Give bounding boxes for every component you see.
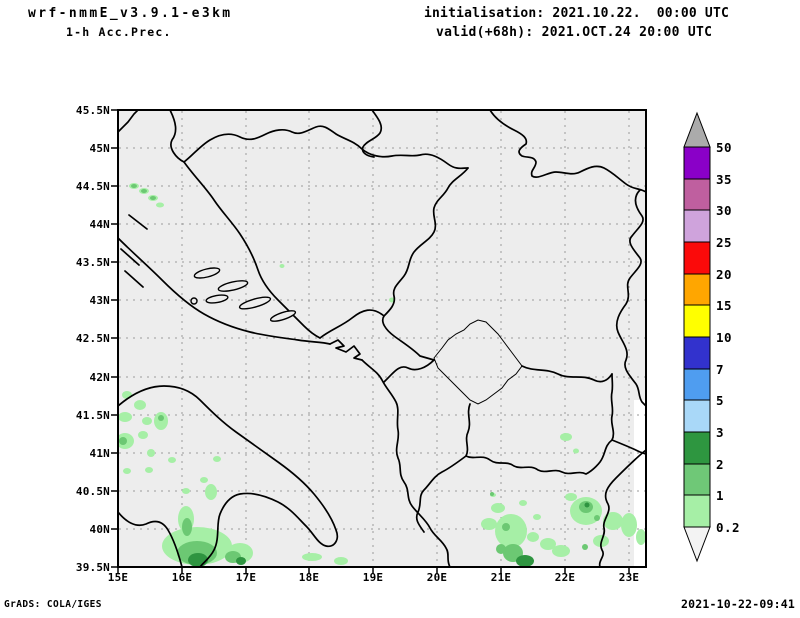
colorbar-segment (683, 399, 711, 433)
colorbar-label: 0.2 (716, 520, 741, 535)
lat-tick-label: 41.5N (75, 409, 110, 422)
border-sava (169, 111, 469, 170)
border-serbia-east (615, 189, 645, 407)
colorbar-segment (683, 431, 711, 465)
colorbar-label: 5 (716, 393, 725, 408)
lat-tick-label: 45N (89, 142, 110, 155)
border-bulgaria-greece (611, 439, 645, 455)
colorbar-label: 25 (716, 235, 733, 250)
model-title: wrf-nmmE_v3.9.1-e3km (28, 6, 233, 21)
coast-rijeka (119, 111, 139, 133)
border-montenegro-albania (383, 359, 435, 383)
lat-tick-label: 41N (89, 447, 110, 460)
colorbar-segment (683, 463, 711, 496)
coast-albania (361, 359, 451, 566)
lat-tick-label: 39.5N (75, 561, 110, 574)
coast-greece-ne (598, 449, 645, 566)
lat-tick-label: 43.5N (75, 256, 110, 269)
lon-tick-label: 21E (490, 571, 512, 584)
lat-tick-label: 42.5N (75, 332, 110, 345)
colorbar-segment (683, 209, 711, 243)
lat-tick-label: 44.5N (75, 180, 110, 193)
initialisation-label: initialisation: 2021.10.22. 00:00 UTC (424, 6, 730, 21)
colorbar-segment (683, 494, 711, 528)
nodata-strip (634, 400, 645, 566)
colorbar-label: 50 (716, 140, 733, 155)
colorbar-label: 2 (716, 457, 725, 472)
border-montenegro-north (319, 309, 385, 339)
colorbar-segment (683, 178, 711, 211)
lon-tick-label: 15E (107, 571, 129, 584)
border-drina (381, 167, 469, 361)
lon-tick-label: 20E (426, 571, 448, 584)
colorbar-label: 10 (716, 330, 733, 345)
colorbar-label: 35 (716, 172, 733, 187)
colorbar-segment (683, 336, 711, 370)
graticule-grid (119, 111, 645, 566)
border-danube-croatia-serbia (361, 111, 383, 158)
lon-tick-label: 16E (171, 571, 193, 584)
lat-tick-label: 45.5N (75, 104, 110, 117)
lat-tick-label: 40.5N (75, 485, 110, 498)
colorbar-label: 15 (716, 298, 733, 313)
product-title: 1-h Acc.Prec. (66, 25, 172, 39)
lat-tick-label: 43N (89, 294, 110, 307)
border-serbia-romania (489, 111, 645, 193)
lat-tick-label: 40N (89, 523, 110, 536)
colorbar-label: 1 (716, 488, 725, 503)
lon-tick-label: 18E (298, 571, 320, 584)
colorbar-label: 7 (716, 362, 725, 377)
colorbar-label: 3 (716, 425, 725, 440)
lon-tick-label: 19E (362, 571, 384, 584)
colorbar-above-max-arrow (683, 111, 711, 148)
colorbar-segment (683, 304, 711, 338)
border-macedonia-north (521, 365, 613, 383)
coast-dalmatia (119, 237, 331, 345)
colorbar (683, 111, 711, 563)
lat-tick-label: 42N (89, 371, 110, 384)
axis-ticks (111, 109, 630, 574)
border-bosnia-west (183, 161, 321, 339)
coast-italy-puglia (119, 385, 339, 566)
lat-tick-label: 44N (89, 218, 110, 231)
colorbar-segment (683, 273, 711, 306)
colorbar-segment (683, 146, 711, 180)
valid-time-label: valid(+68h): 2021.OCT.24 20:00 UTC (436, 25, 713, 40)
border-kosovo (433, 319, 523, 405)
colorbar-label: 30 (716, 203, 733, 218)
grads-credit: GrADS: COLA/IGES (4, 599, 102, 610)
coast-kotor-bay (329, 339, 363, 361)
lon-tick-label: 22E (554, 571, 576, 584)
coast-islets-north (120, 214, 148, 288)
colorbar-segment (683, 368, 711, 401)
country-borders (119, 111, 645, 566)
border-albania-greece (415, 455, 467, 533)
lon-tick-label: 23E (618, 571, 640, 584)
coast-calabria (119, 511, 183, 566)
lon-tick-label: 17E (235, 571, 257, 584)
dalmatian-islands (190, 267, 297, 322)
creation-timestamp: 2021-10-22-09:41 (681, 597, 795, 611)
colorbar-label: 20 (716, 267, 733, 282)
colorbar-below-min-arrow (683, 526, 711, 563)
colorbar-segment (683, 241, 711, 275)
